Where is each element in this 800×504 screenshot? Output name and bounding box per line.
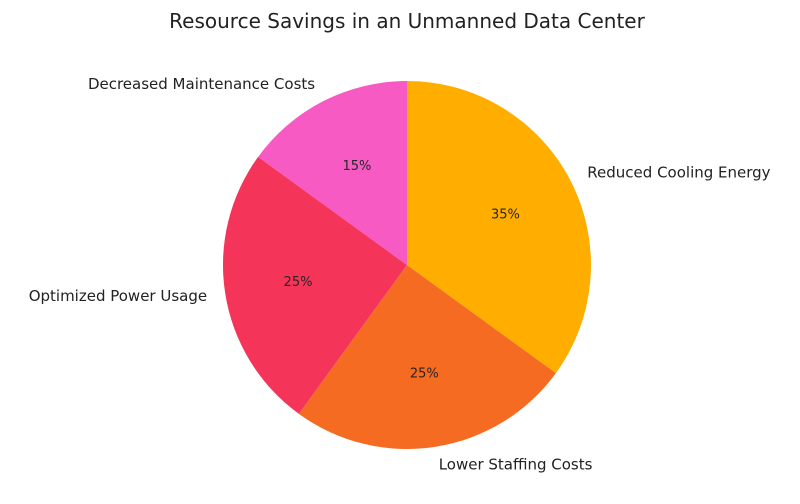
- slice-label-decreased-maintenance-costs: Decreased Maintenance Costs: [88, 75, 315, 93]
- pie-slice-reduced-cooling-energy: [407, 81, 591, 374]
- slice-label-reduced-cooling-energy: Reduced Cooling Energy: [587, 164, 770, 182]
- slice-label-lower-staffing-costs: Lower Staffing Costs: [439, 455, 593, 473]
- pct-label-optimized-power-usage: 25%: [284, 275, 313, 290]
- pie-slice-optimized-power-usage: [223, 156, 407, 414]
- chart-title: Resource Savings in an Unmanned Data Cen…: [169, 9, 645, 33]
- slice-label-optimized-power-usage: Optimized Power Usage: [29, 287, 207, 305]
- pct-label-decreased-maintenance-costs: 15%: [342, 159, 371, 174]
- pct-label-lower-staffing-costs: 25%: [410, 367, 439, 382]
- slices-layer: [223, 81, 591, 449]
- pct-label-reduced-cooling-energy: 35%: [491, 207, 520, 222]
- pie-slice-lower-staffing-costs: [298, 265, 556, 449]
- labels-layer: Reduced Cooling Energy 35% Lower Staffing …: [29, 75, 771, 473]
- pie-slice-decreased-maintenance-costs: [258, 81, 407, 265]
